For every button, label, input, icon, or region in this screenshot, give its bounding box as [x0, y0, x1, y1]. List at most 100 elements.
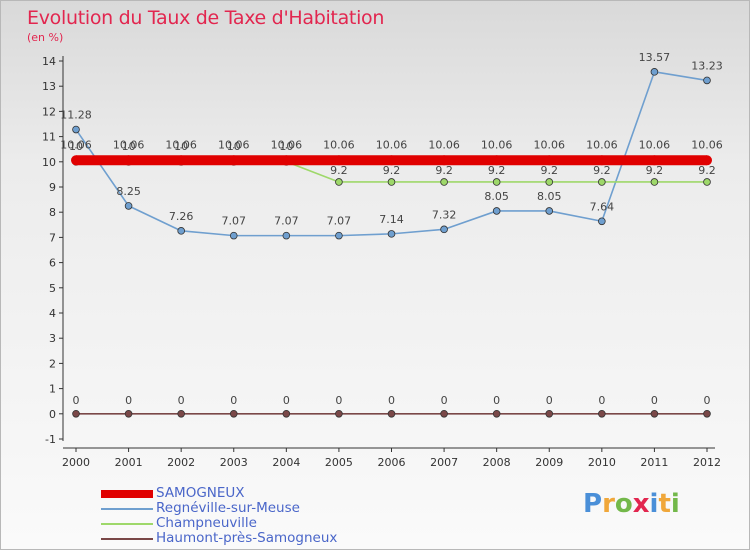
data-point: [492, 207, 501, 215]
series-1: [72, 68, 711, 240]
data-label: 7.32: [432, 208, 457, 221]
legend-swatch: [101, 522, 153, 525]
y-tick-label: 11: [42, 131, 56, 144]
data-point: [545, 207, 554, 215]
data-label: 0: [283, 394, 290, 407]
data-label: 0: [125, 394, 132, 407]
y-tick-label: 9: [49, 181, 56, 194]
data-point: [545, 178, 554, 186]
data-label: 0: [335, 394, 342, 407]
data-point: [282, 231, 291, 240]
legend-label: Regnéville-sur-Meuse: [156, 500, 300, 516]
legend-label: SAMOGNEUX: [156, 485, 245, 501]
x-tick-label: 2009: [535, 456, 563, 469]
y-tick-label: 14: [42, 55, 56, 68]
data-label: 10.06: [639, 138, 671, 151]
series-3: [72, 409, 711, 418]
logo-letter: x: [632, 489, 650, 519]
data-label: 7.07: [327, 215, 352, 228]
data-label: 9.2: [646, 164, 664, 177]
data-point: [282, 409, 291, 418]
data-label: 0: [230, 394, 237, 407]
data-point: [333, 155, 344, 166]
y-tick-label: 10: [42, 156, 56, 169]
chart-legend: SAMOGNEUX Regnéville-sur-Meuse Champneuvil…: [101, 486, 337, 546]
data-point: [440, 409, 448, 418]
y-tick-label: 6: [49, 257, 56, 270]
data-label: 10.06: [428, 138, 460, 151]
data-label: 7.14: [379, 213, 404, 226]
data-point: [124, 202, 133, 210]
data-label: 9.2: [488, 164, 506, 177]
data-point: [544, 155, 555, 166]
data-point: [491, 155, 502, 166]
x-tick-label: 2002: [167, 456, 195, 469]
data-label: 9.2: [541, 164, 559, 177]
y-tick-label: 7: [49, 231, 56, 244]
data-point: [387, 230, 396, 238]
data-point: [598, 409, 606, 418]
x-tick-label: 2012: [693, 456, 721, 469]
data-point: [650, 409, 659, 418]
x-tick-label: 2005: [325, 456, 353, 469]
data-point: [335, 178, 343, 186]
data-label: 10.06: [534, 138, 566, 151]
data-point: [649, 155, 660, 166]
data-point: [123, 155, 134, 166]
data-point: [229, 231, 238, 240]
data-point: [545, 409, 554, 418]
data-label: 10.06: [113, 138, 145, 151]
data-point: [335, 231, 343, 240]
data-label: 0: [598, 394, 605, 407]
data-point: [124, 409, 133, 418]
data-point: [650, 68, 659, 76]
data-label: 9.2: [593, 164, 611, 177]
data-label: 0: [546, 394, 553, 407]
x-tick-label: 2008: [483, 456, 511, 469]
data-label: 9.2: [330, 164, 348, 177]
data-point: [72, 409, 80, 418]
x-tick-label: 2000: [62, 456, 90, 469]
legend-label: Haumont-près-Samogneux: [156, 530, 338, 546]
data-label: 0: [651, 394, 658, 407]
data-label: 10.06: [271, 138, 303, 151]
logo-letter: r: [602, 489, 615, 519]
y-tick-label: 12: [42, 105, 56, 118]
logo-letter: P: [583, 489, 603, 519]
data-label: 0: [441, 394, 448, 407]
data-point: [176, 155, 187, 166]
data-label: 7.07: [222, 215, 247, 228]
data-label: 0: [73, 394, 80, 407]
data-label: 10: [69, 140, 83, 153]
data-point: [281, 155, 292, 166]
data-point: [703, 178, 711, 186]
data-point: [703, 409, 711, 418]
y-tick-label: 13: [42, 80, 56, 93]
x-tick-label: 2001: [115, 456, 143, 469]
legend-item: Champneuville: [101, 516, 337, 531]
data-point: [598, 217, 606, 226]
data-point: [177, 409, 185, 418]
data-point: [702, 155, 712, 166]
data-label: 0: [493, 394, 500, 407]
data-label: 10.06: [218, 138, 250, 151]
chart-subtitle: (en %): [27, 31, 64, 44]
y-tick-label: -1: [45, 433, 56, 446]
data-point: [439, 155, 450, 166]
data-label: 10.06: [586, 138, 618, 151]
data-point: [387, 409, 396, 418]
data-label: 13.23: [691, 59, 723, 72]
data-label: 0: [178, 394, 185, 407]
x-tick-label: 2004: [272, 456, 300, 469]
data-point: [71, 155, 81, 166]
data-label: 7.07: [274, 215, 299, 228]
data-label: 0: [704, 394, 711, 407]
logo-letter: i: [670, 489, 680, 519]
data-label: 10.06: [323, 138, 355, 151]
data-point: [703, 76, 711, 85]
y-tick-label: 3: [49, 332, 56, 345]
data-point: [72, 125, 80, 134]
data-label: 10.06: [376, 138, 408, 151]
